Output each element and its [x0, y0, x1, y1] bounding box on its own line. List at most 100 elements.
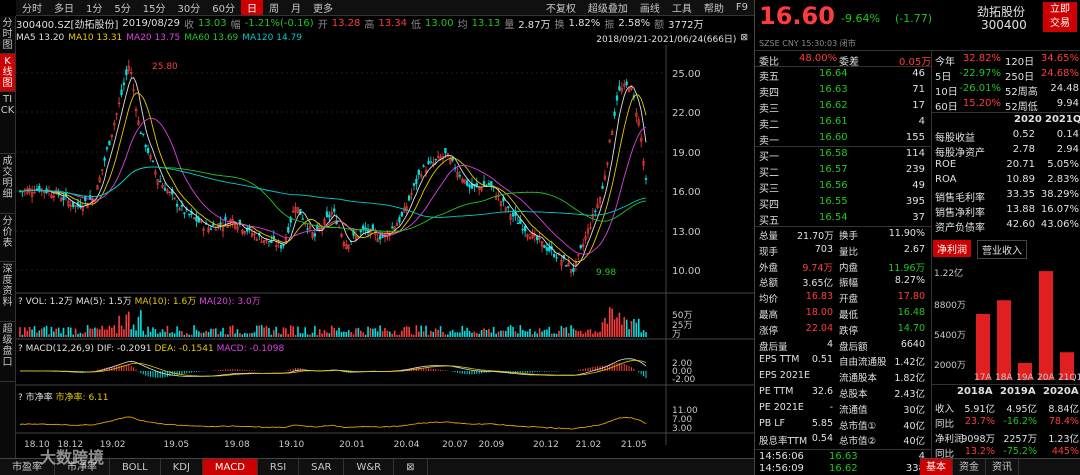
- tab-1min[interactable]: 1分: [86, 4, 103, 15]
- tab-60min[interactable]: 60分: [212, 4, 235, 15]
- tab-boll[interactable]: BOLL: [110, 458, 161, 475]
- vol-expand-icon[interactable]: ?: [18, 297, 23, 307]
- volume-bar: [287, 333, 290, 337]
- ask-row[interactable]: 卖二 16.61 4: [759, 116, 929, 131]
- bid-row[interactable]: 买五 16.54 37: [759, 212, 929, 227]
- tab-sar[interactable]: SAR: [299, 458, 345, 475]
- candle-body: [620, 88, 623, 92]
- vol-tick: 万: [672, 330, 681, 340]
- tab-5min[interactable]: 5分: [114, 4, 131, 15]
- x-tick: 20.04: [394, 440, 420, 450]
- bid-row[interactable]: 买三 16.56 49: [759, 180, 929, 195]
- indicator-tabs: 市盈率 市净率 BOLL KDJ MACD RSI SAR W&R ⊠: [0, 458, 754, 475]
- candle-body: [161, 184, 164, 189]
- bid-row[interactable]: 买二 16.57 239: [759, 164, 929, 179]
- candle-body: [507, 206, 510, 209]
- volume-bar: [304, 327, 307, 337]
- range-close-icon[interactable]: ⊠: [740, 33, 748, 43]
- bid-row[interactable]: 买一 16.58 114: [759, 148, 929, 163]
- candle-body: [642, 160, 645, 166]
- rail-tick[interactable]: TICK: [0, 92, 15, 154]
- tab-net-profit[interactable]: 净利润: [933, 240, 971, 257]
- tab-wr[interactable]: W&R: [344, 458, 395, 475]
- volume-bar: [149, 331, 152, 337]
- volume-bar: [608, 307, 611, 337]
- tab-macd[interactable]: MACD: [202, 458, 258, 475]
- tab-kdj[interactable]: KDJ: [161, 458, 203, 475]
- ask-row[interactable]: 卖三 16.62 17: [759, 100, 929, 115]
- macd-expand-icon[interactable]: ?: [18, 344, 23, 354]
- candle-body: [289, 217, 292, 223]
- tab-month[interactable]: 月: [290, 4, 301, 15]
- rail-fenshi[interactable]: 分时图: [0, 16, 15, 54]
- ask-row[interactable]: 卖五 16.64 46: [759, 68, 929, 83]
- tools-button[interactable]: 工具: [671, 4, 692, 15]
- rail-detail[interactable]: 成交明细: [0, 154, 15, 214]
- x-tick: 21.02: [575, 440, 601, 450]
- tab-rsi[interactable]: RSI: [258, 458, 300, 475]
- volume-bar: [379, 325, 381, 337]
- overlay-button[interactable]: 超级叠加: [587, 4, 628, 15]
- volume-bar: [94, 327, 96, 337]
- annual-value: -16.2%: [1003, 416, 1037, 427]
- bid-row[interactable]: 买四 16.55 395: [759, 196, 929, 211]
- candle-body: [26, 188, 29, 194]
- candle-body: [231, 219, 234, 224]
- ask-row[interactable]: 卖一 16.60 155: [759, 132, 929, 147]
- profit-category: 21Q1: [1058, 373, 1080, 383]
- tab-day[interactable]: 日: [240, 0, 263, 15]
- adjust-button[interactable]: 不复权: [545, 4, 576, 15]
- candle-body: [291, 210, 295, 213]
- profit-bar: [1018, 363, 1032, 380]
- ask-row[interactable]: 卖四 16.63 71: [759, 84, 929, 99]
- candle-body: [596, 203, 599, 208]
- tab-more[interactable]: 更多: [312, 4, 333, 15]
- volume-bar: [630, 320, 633, 337]
- tab-pe[interactable]: 市盈率: [0, 458, 55, 475]
- last-price: 16.60: [759, 2, 835, 30]
- tab-revenue[interactable]: 营业收入: [977, 240, 1027, 259]
- tab-duori[interactable]: 多日: [54, 4, 74, 15]
- volume-bar: [418, 331, 420, 337]
- tab-30min[interactable]: 30分: [177, 4, 201, 15]
- volume-bar: [152, 327, 154, 337]
- vol-value: 2.87万: [518, 20, 551, 31]
- tab-week[interactable]: 周: [268, 4, 279, 15]
- tab-fenshi[interactable]: 分时: [22, 4, 42, 15]
- candle-body: [74, 205, 77, 207]
- ask-vol: 71: [912, 84, 925, 95]
- help-button[interactable]: 帮助: [703, 4, 724, 15]
- volume-bar: [408, 326, 410, 337]
- macd-tick: -2.00: [672, 375, 696, 385]
- tabs-more-icon[interactable]: ⊠: [394, 458, 428, 475]
- tab-pb[interactable]: 市净率: [55, 458, 110, 475]
- rail-kline[interactable]: K线图: [0, 54, 15, 92]
- volume-bar: [55, 328, 58, 337]
- rail-price-table[interactable]: 分价表: [0, 214, 15, 262]
- tab-15min[interactable]: 15分: [142, 4, 166, 15]
- candle-body: [144, 144, 147, 148]
- draw-button[interactable]: 画线: [639, 4, 660, 15]
- tab-news[interactable]: 资讯: [986, 459, 1019, 475]
- candle-body: [436, 155, 440, 158]
- pb-expand-icon[interactable]: ?: [18, 393, 23, 403]
- volume-bar: [570, 325, 572, 337]
- rail-depth[interactable]: 深度资料: [0, 262, 15, 322]
- annual-value: 1.23亿: [1048, 434, 1079, 445]
- trade-button[interactable]: 立即 交易: [1043, 2, 1077, 32]
- stat-label: 现手: [759, 246, 779, 258]
- f9-button[interactable]: F9: [735, 2, 748, 13]
- x-tick: 20.01: [339, 440, 365, 450]
- volume-bar: [222, 327, 224, 337]
- volume-bar: [582, 333, 584, 337]
- volume-bar: [560, 325, 563, 337]
- rail-super[interactable]: 超级盘口: [0, 322, 15, 382]
- candle-body: [238, 219, 242, 225]
- volume-bar: [294, 334, 297, 337]
- tab-funds[interactable]: 资金: [953, 459, 986, 475]
- tab-basic[interactable]: 基本: [920, 459, 953, 475]
- stat-value: 17.80: [897, 291, 925, 303]
- annual-year3: 2020A: [1043, 386, 1079, 397]
- fin-value: 0.14: [1056, 129, 1079, 140]
- kline-chart[interactable]: 25.00 22.00 19.00 16.00 13.00 10.00 25.8…: [16, 45, 754, 458]
